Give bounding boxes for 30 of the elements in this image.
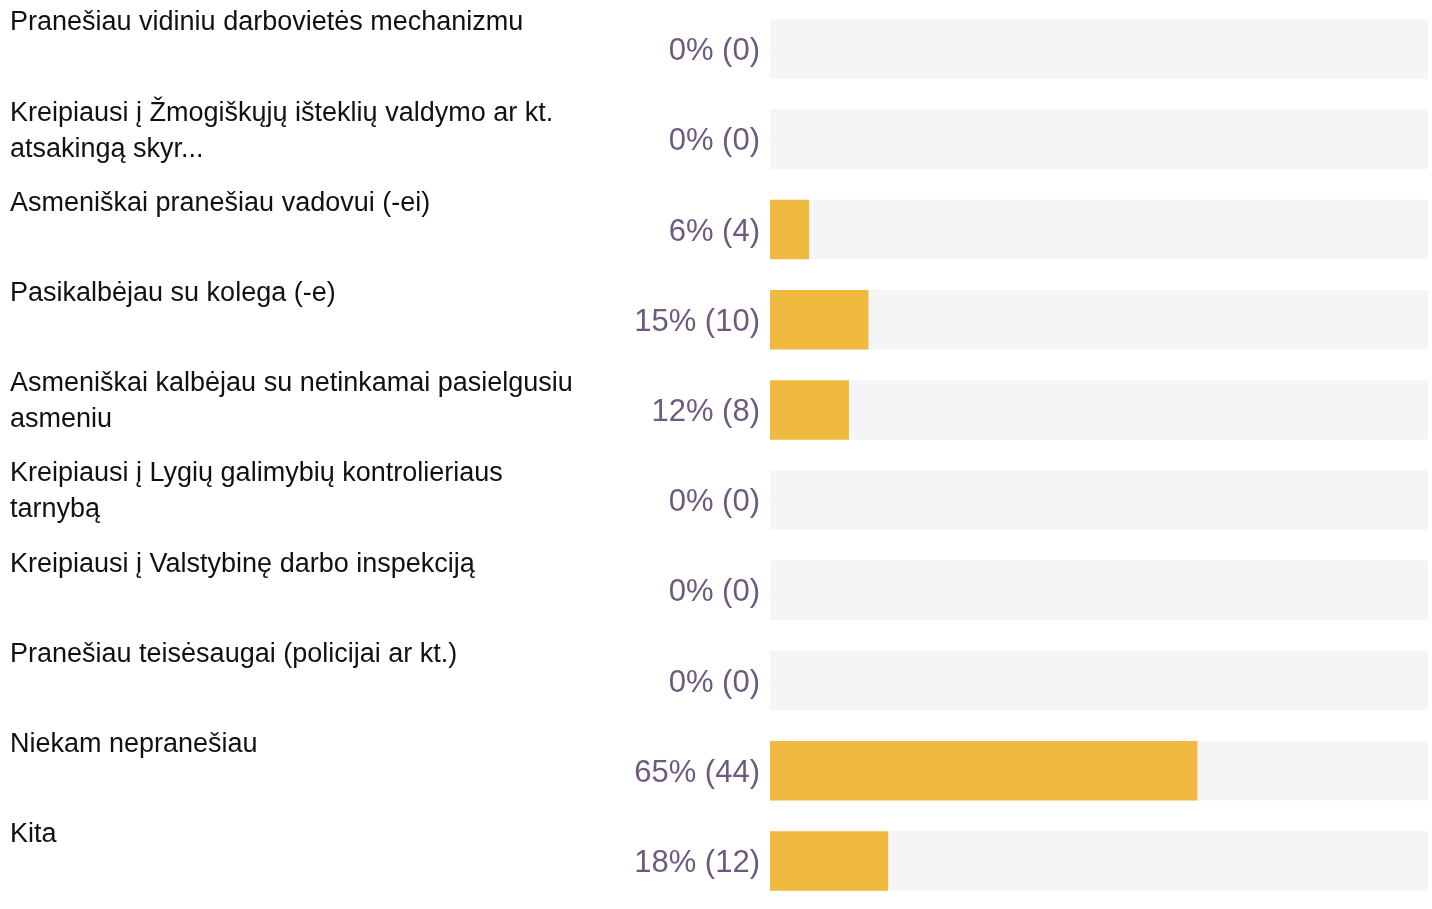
data-label: 0% (0) bbox=[668, 573, 760, 609]
y-tick-label: Pranešiau vidiniu darbovietės mechanizmu bbox=[10, 6, 524, 37]
bar bbox=[1197, 740, 1428, 801]
data-label: 12% (8) bbox=[651, 392, 760, 428]
bar bbox=[770, 380, 849, 440]
bar bbox=[770, 289, 869, 350]
data-label: 0% (0) bbox=[668, 663, 760, 699]
data-label: 6% (4) bbox=[668, 212, 760, 248]
y-tick-label: Pranešiau teisėsaugai (policijai ar kt.) bbox=[10, 637, 458, 668]
y-tick-label: Niekam nepranešiau bbox=[10, 727, 258, 758]
bar bbox=[770, 831, 889, 891]
bar bbox=[848, 380, 1428, 440]
y-tick-label: Pasikalbėjau su kolega (-e) bbox=[10, 276, 336, 307]
data-label: 0% (0) bbox=[668, 483, 760, 519]
data-label: 18% (12) bbox=[634, 843, 760, 879]
bar bbox=[770, 740, 1198, 801]
bar bbox=[888, 831, 1428, 891]
y-tick-label: Kreipiausi į Valstybinę darbo inspekciją bbox=[10, 547, 476, 578]
y-tick-label: Kita bbox=[10, 818, 58, 849]
y-tick-label: Asmeniškai kalbėjau su netinkamai pasielgusiu asmeniu bbox=[10, 367, 573, 434]
data-label: 65% (44) bbox=[634, 753, 760, 789]
y-tick-label: Asmeniškai pranešiau vadovui (-ei) bbox=[10, 186, 431, 217]
bar bbox=[809, 199, 1428, 260]
data-label: 15% (10) bbox=[634, 302, 760, 338]
bar bbox=[770, 199, 810, 260]
y-tick-label: Kreipiausi į Lygių galimybių kontrolieriaus tarnybą bbox=[10, 457, 503, 524]
data-label: 0% (0) bbox=[668, 32, 760, 68]
y-tick-label: Kreipiausi į Žmogiškųjų išteklių valdymo ar kt. atsakingą skyr... bbox=[10, 95, 554, 163]
bar bbox=[868, 289, 1428, 350]
data-label: 0% (0) bbox=[668, 122, 760, 158]
